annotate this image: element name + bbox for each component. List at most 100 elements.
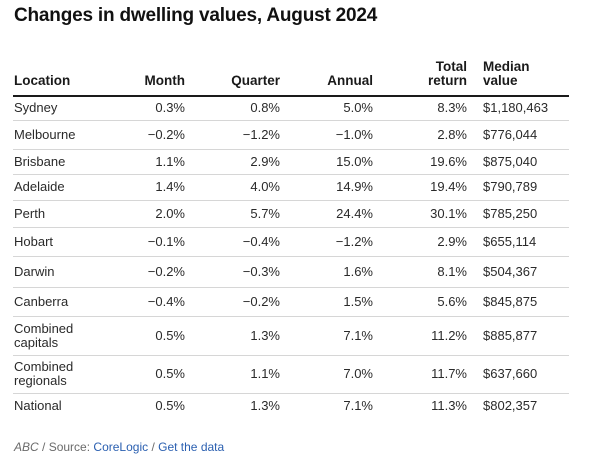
table-row: Sydney 0.3% 0.8% 5.0% 8.3% $1,180,463 (13, 96, 569, 121)
header-median-line1: Median (483, 59, 530, 74)
cell-median-value: $845,875 (469, 287, 569, 317)
cell-total-return: 11.7% (375, 355, 469, 394)
page-title: Changes in dwelling values, August 2024 (14, 5, 378, 26)
cell-quarter: −0.3% (187, 256, 282, 288)
header-quarter: Quarter (187, 53, 282, 97)
cell-location: Sydney (13, 96, 117, 121)
source-label: Source: (48, 440, 94, 454)
table-row: Melbourne −0.2% −1.2% −1.0% 2.8% $776,044 (13, 120, 569, 150)
header-month: Month (117, 53, 187, 97)
cell-annual: 15.0% (282, 149, 375, 175)
footer-separator-2: / (148, 440, 159, 454)
cell-quarter: −0.4% (187, 227, 282, 257)
cell-month: −0.1% (117, 227, 187, 257)
table-row: Brisbane 1.1% 2.9% 15.0% 19.6% $875,040 (13, 149, 569, 175)
cell-location: Adelaide (13, 174, 117, 201)
cell-annual: 7.0% (282, 355, 375, 394)
cell-location: Canberra (13, 287, 117, 317)
cell-quarter: 1.1% (187, 355, 282, 394)
cell-total-return: 2.9% (375, 227, 469, 257)
location-line: Brisbane (14, 153, 66, 169)
cell-month: 0.5% (117, 316, 187, 356)
table-row: Combined regionals 0.5% 1.1% 7.0% 11.7% $637,6… (13, 355, 569, 394)
location-line: Melbourne (14, 126, 76, 142)
cell-median-value: $885,877 (469, 316, 569, 356)
location-line: capitals (14, 334, 59, 350)
cell-median-value: $655,114 (469, 227, 569, 257)
cell-quarter: 1.3% (250, 397, 280, 413)
cell-quarter: 4.0% (187, 174, 282, 201)
cell-median-value: $875,040 (469, 149, 569, 175)
cell-annual: −1.0% (282, 120, 375, 150)
cell-total-return: 2.8% (375, 120, 469, 150)
header-median-value: Median value (469, 53, 569, 97)
cell-total-return: 11.2% (375, 316, 469, 356)
footer-separator: / (38, 440, 49, 454)
cell-quarter: 2.9% (187, 149, 282, 175)
cell-annual: 7.1% (343, 397, 373, 413)
cell-quarter: 0.8% (187, 96, 282, 121)
source-link-corelogic[interactable]: CoreLogic (93, 440, 149, 454)
cell-annual: 1.5% (282, 287, 375, 317)
location-line: regionals (14, 373, 67, 388)
cell-median-value: $1,180,463 (469, 96, 569, 121)
cell-location: Darwin (13, 256, 117, 288)
location-line: Sydney (14, 100, 58, 116)
cell-location: Combined regionals (13, 355, 117, 394)
location-line: Combined (14, 320, 74, 336)
cell-total-return: 5.6% (375, 287, 469, 317)
header-total-return: Total return (375, 53, 469, 97)
cell-total-return: 8.1% (375, 256, 469, 288)
location-line: Hobart (14, 233, 54, 249)
cell-annual: 14.9% (282, 174, 375, 201)
cell-location: Melbourne (13, 120, 117, 150)
cell-month: −0.2% (117, 120, 187, 150)
cell-annual: 5.0% (282, 96, 375, 121)
table-row: National 0.5% 1.3% 7.1% 11.3% $802,357 (13, 393, 569, 418)
header-total-line1: Total (435, 59, 467, 74)
table-header-row: Location Month Quarter Annual Total retur… (13, 53, 569, 97)
cell-location: National (13, 393, 117, 418)
cell-location: Hobart (13, 227, 117, 257)
header-annual: Annual (282, 53, 375, 97)
header-location: Location (13, 53, 117, 97)
cell-annual: −1.2% (282, 227, 375, 257)
location-line: Canberra (14, 293, 69, 309)
cell-median-value: $802,357 (483, 397, 538, 413)
cell-annual: 7.1% (282, 316, 375, 356)
cell-quarter: −0.2% (187, 287, 282, 317)
location-line: Perth (14, 205, 46, 221)
location-line: Adelaide (14, 179, 65, 194)
table-row: Combined capitals 0.5% 1.3% 7.1% 11.2% $885,87… (13, 316, 569, 356)
cell-location: Perth (13, 200, 117, 228)
table-body: Sydney 0.3% 0.8% 5.0% 8.3% $1,180,463 Melbourn… (13, 96, 569, 418)
table-row: Adelaide 1.4% 4.0% 14.9% 19.4% $790,789 (13, 174, 569, 201)
cell-month: −0.2% (117, 256, 187, 288)
cell-total-return: 19.4% (375, 174, 469, 201)
cell-median-value: $776,044 (469, 120, 569, 150)
get-the-data-link[interactable]: Get the data (158, 440, 225, 454)
cell-month: 1.1% (117, 149, 187, 175)
cell-location: Combined capitals (13, 316, 117, 356)
cell-location: Brisbane (13, 149, 117, 175)
cell-annual: 24.4% (282, 200, 375, 228)
cell-quarter: −1.2% (187, 120, 282, 150)
table-row: Darwin −0.2% −0.3% 1.6% 8.1% $504,367 (13, 256, 569, 288)
location-line: Darwin (14, 263, 55, 279)
publisher-label: ABC (14, 440, 39, 454)
header-median-line2: value (483, 73, 518, 88)
cell-quarter: 1.3% (187, 316, 282, 356)
cell-total-return: 30.1% (375, 200, 469, 228)
cell-median-value: $785,250 (469, 200, 569, 228)
cell-median-value: $504,367 (469, 256, 569, 288)
cell-month: 1.4% (117, 174, 187, 201)
location-line: Combined (14, 359, 74, 374)
cell-month: 0.3% (117, 96, 187, 121)
cell-month: 0.5% (155, 397, 185, 413)
cell-quarter: 5.7% (187, 200, 282, 228)
header-total-line2: return (427, 73, 467, 88)
cell-month: 0.5% (117, 355, 187, 394)
cell-month: −0.4% (117, 287, 187, 317)
cell-total-return: 19.6% (375, 149, 469, 175)
cell-median-value: $637,660 (469, 355, 569, 394)
